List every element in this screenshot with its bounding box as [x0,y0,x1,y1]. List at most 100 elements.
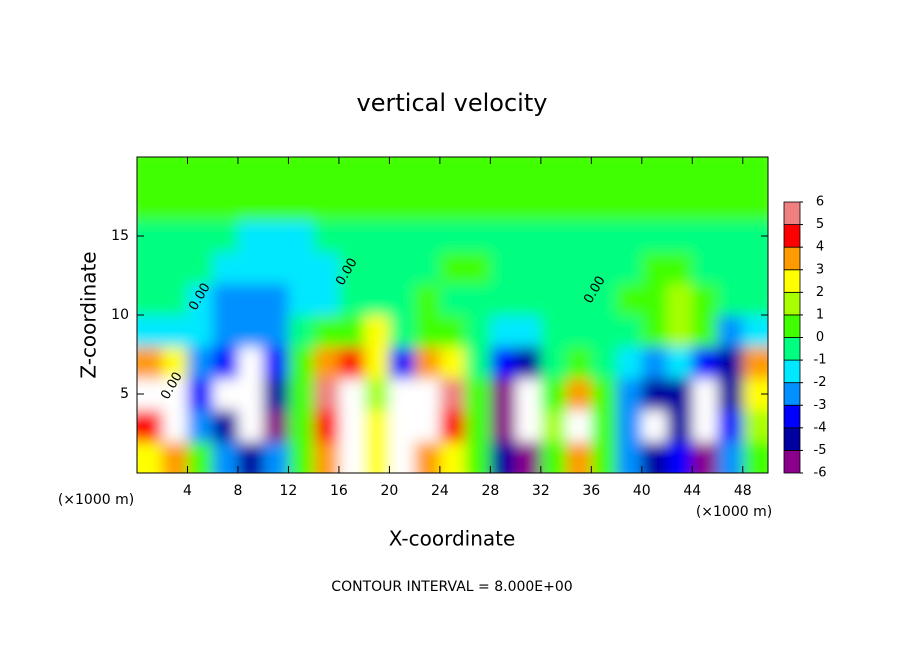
field-cell [540,378,567,411]
field-cell [162,378,188,411]
field-cell [187,283,214,316]
colorbar-swatch [783,359,801,384]
field-cell [389,315,416,348]
field-cell [641,251,668,284]
field-cell [566,251,592,284]
field-cell [641,283,668,316]
colorbar-swatch [783,450,801,474]
field-cell [566,409,592,442]
field-cell [667,220,693,253]
colorbar-swatch [783,382,801,406]
colorbar-tick-label: -4 [814,420,827,435]
field-cell [313,346,340,379]
field-cell [717,441,744,473]
field-cell [515,409,542,442]
field-cell [313,409,340,442]
x-unit: (×1000 m) [696,504,772,520]
field-cell [616,220,643,253]
x-axis-label: X-coordinate [389,527,516,551]
field-cell [338,220,365,253]
field-cell [187,315,214,348]
field-cell [641,315,668,348]
field-cell [717,346,744,379]
field-cell [288,220,315,253]
field-cell [490,409,517,442]
x-tick-label: 8 [233,483,242,499]
field-cell [364,220,390,253]
field-cell [692,188,719,221]
field-cell [162,409,188,442]
field-cell [616,315,643,348]
colorbar-tick-label: 1 [816,307,824,322]
field-cell [490,251,517,284]
field-cell [439,251,466,284]
field-cell [439,157,466,190]
field-cell [616,378,643,411]
field-cell [692,378,719,411]
colorbar-swatch [783,291,801,316]
field-cell [263,251,289,284]
field-cell [364,378,390,411]
field-cell [137,409,163,442]
field-cell [212,409,239,442]
field-cell [389,409,416,442]
colorbar-swatch [783,224,801,248]
field-cell [742,220,768,253]
field-cell [212,220,239,253]
field-cell [540,441,567,473]
field-cell [667,251,693,284]
x-tick-label: 4 [183,483,192,499]
field-cell [313,251,340,284]
x-tick-label: 12 [280,483,298,499]
footer: CONTOUR INTERVAL = 8.000E+00 [331,579,572,595]
field-cell [389,346,416,379]
field-cell [338,315,365,348]
field-cell [591,441,618,473]
field-cell [540,251,567,284]
field-cell [540,346,567,379]
field-cell [566,315,592,348]
field-cell [187,346,214,379]
field-cell [364,441,390,473]
field-cell [414,283,441,316]
y-tick-label: 15 [111,228,129,244]
field-cell [465,220,491,253]
field-cell [187,441,214,473]
field-cell [187,188,214,221]
field-cell [465,283,491,316]
field-cell [465,346,491,379]
field-cell [288,283,315,316]
field-cell [667,441,693,473]
field-cell [591,220,618,253]
field-cell [465,188,491,221]
field-cell [389,251,416,284]
field-cell [237,378,264,411]
field-cell [641,157,668,190]
field-cell [338,346,365,379]
field-cell [414,378,441,411]
field [137,157,768,473]
field-cell [288,409,315,442]
field-cell [515,157,542,190]
field-cell [137,283,163,316]
field-cell [162,220,188,253]
field-cell [338,283,365,316]
field-cell [591,378,618,411]
field-cell [490,188,517,221]
field-cell [162,157,188,190]
field-cell [465,409,491,442]
colorbar-tick-label: -1 [814,353,827,368]
field-cell [439,283,466,316]
field-cell [414,441,441,473]
field-cell [237,441,264,473]
field-cell [237,157,264,190]
field-cell [162,441,188,473]
field-cell [515,188,542,221]
field-cell [692,220,719,253]
field-cell [187,157,214,190]
field-cell [641,220,668,253]
field-cell [717,315,744,348]
field-cell [566,188,592,221]
field-cell [288,157,315,190]
field-cell [465,315,491,348]
